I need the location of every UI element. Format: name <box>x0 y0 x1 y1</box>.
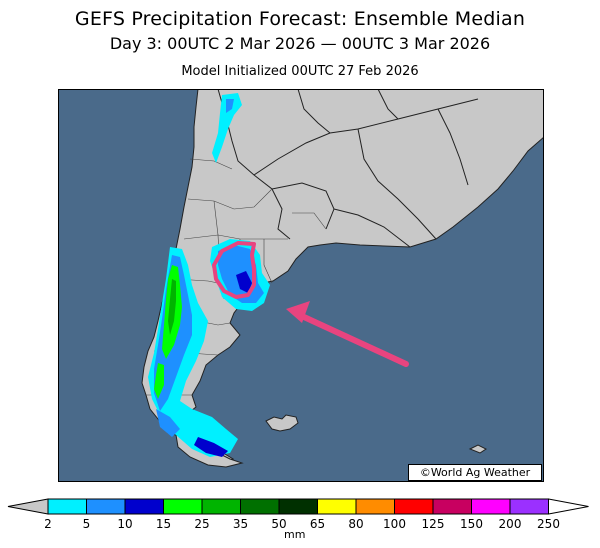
colorbar-swatch <box>432 498 472 515</box>
colorbar-swatches <box>7 498 589 515</box>
colorbar-tick-labels: 2 5 10 15 25 35 50 65 80 100 125 150 200 250 <box>44 517 560 531</box>
colorbar-tick-label: 5 <box>83 517 91 531</box>
colorbar-tick-label: 100 <box>383 517 406 531</box>
colorbar-tick-label: 35 <box>233 517 248 531</box>
annotation-circle <box>212 241 256 299</box>
colorbar-tick-label: 200 <box>499 517 522 531</box>
colorbar-tick-label: 65 <box>310 517 325 531</box>
colorbar-swatch <box>509 498 549 515</box>
forecast-period: Day 3: 00UTC 2 Mar 2026 — 00UTC 3 Mar 20… <box>109 34 491 53</box>
map-frame <box>58 89 544 482</box>
precip-tierra-del-fuego <box>194 437 228 457</box>
colorbar-swatch <box>124 498 164 515</box>
precip-northern-patch-core <box>226 99 234 113</box>
colorbar-swatch <box>278 498 318 515</box>
precipitation-map <box>58 89 544 482</box>
precip-patagonia-coast <box>156 409 180 437</box>
colorbar-swatch <box>47 498 87 515</box>
map-credit: ©World Ag Weather <box>408 464 542 481</box>
model-init-time: Model Initialized 00UTC 27 Feb 2026 <box>181 64 419 79</box>
precipitation-colorbar: 2 5 10 15 25 35 50 65 80 100 125 150 200 250 <box>7 498 589 531</box>
land-south-georgia <box>468 444 487 454</box>
colorbar-swatch <box>471 498 511 515</box>
colorbar-tick-label: 10 <box>117 517 132 531</box>
colorbar-tick-label: 15 <box>156 517 171 531</box>
colorbar-swatch <box>355 498 395 515</box>
colorbar-tick-label: 150 <box>460 517 483 531</box>
precipitation-overlay <box>148 93 270 457</box>
precip-andes-very-heavy <box>168 279 176 335</box>
colorbar-tick-label: 250 <box>537 517 560 531</box>
precip-central-argentina-heavy <box>236 271 252 293</box>
map-title: GEFS Precipitation Forecast: Ensemble Me… <box>74 8 526 30</box>
land-falkland-islands <box>265 414 299 432</box>
colorbar-tick-label: 25 <box>194 517 209 531</box>
annotation-arrow <box>286 301 409 367</box>
colorbar-swatch <box>163 498 203 515</box>
colorbar-tick-label: 50 <box>271 517 286 531</box>
colorbar-max-arrow <box>548 498 589 515</box>
colorbar-swatch <box>86 498 126 515</box>
colorbar-min-arrow <box>7 498 49 515</box>
colorbar-unit: mm <box>284 528 306 541</box>
precip-northern-patch <box>212 93 242 163</box>
precip-south-chile <box>154 363 164 399</box>
colorbar-tick-label: 2 <box>44 517 52 531</box>
colorbar-tick-label: 125 <box>422 517 445 531</box>
colorbar-swatch <box>240 498 280 515</box>
colorbar-swatch <box>317 498 357 515</box>
colorbar-tick-label: 80 <box>348 517 363 531</box>
colorbar-swatch <box>201 498 241 515</box>
colorbar-swatch <box>394 498 434 515</box>
